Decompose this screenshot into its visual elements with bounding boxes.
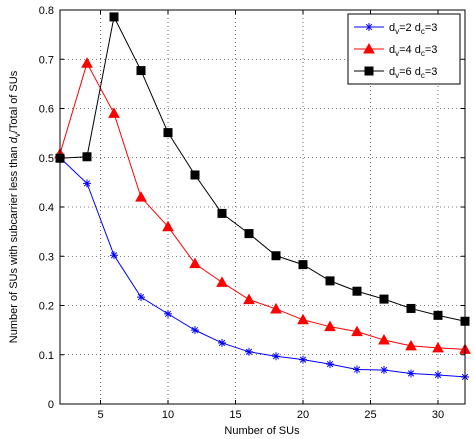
legend-entry-2: dv=4 dc=3 [354, 42, 437, 58]
data-point-triangle [216, 276, 228, 287]
data-point-star [83, 179, 91, 188]
data-point-square [190, 170, 200, 180]
x-tick-label: 15 [229, 409, 241, 421]
x-tick-label: 5 [97, 409, 103, 421]
data-point-square [109, 12, 119, 22]
data-point-square [364, 66, 374, 76]
data-point-triangle [270, 302, 282, 314]
data-point-star [380, 366, 388, 375]
data-point-star [407, 369, 415, 378]
data-point-triangle [378, 333, 390, 345]
x-tick-label: 20 [297, 409, 309, 421]
data-point-triangle [351, 325, 363, 337]
data-point-star [353, 365, 361, 374]
y-tick-label: 0.1 [39, 350, 54, 362]
data-point-triangle [81, 57, 93, 68]
legend-label: dv=4 dc=3 [389, 44, 437, 58]
data-point-star [191, 326, 199, 335]
star-stroke [353, 366, 361, 373]
data-point-triangle [243, 293, 255, 305]
y-tick-label: 0.5 [39, 153, 54, 165]
star-stroke [407, 370, 415, 377]
data-point-triangle [189, 257, 201, 269]
data-point-square [163, 128, 173, 138]
star-stroke [110, 252, 118, 259]
series-line-2 [59, 61, 466, 350]
legend-label: dv=6 dc=3 [389, 66, 437, 80]
data-point-square [136, 66, 146, 76]
data-point-square [217, 208, 227, 218]
star-stroke [380, 366, 388, 374]
data-point-star [365, 23, 373, 31]
data-point-square [379, 294, 389, 304]
data-point-square [271, 251, 281, 261]
data-point-triangle [108, 107, 120, 118]
star-stroke [434, 371, 442, 379]
ticks: 5 10 15 20 25 30 0 0.1 0.2 0.3 0.4 0.5 0.6 0.7 0.8 [39, 5, 465, 421]
star-stroke [137, 293, 145, 301]
data-point-triangle [405, 339, 417, 351]
y-tick-label: 0.4 [39, 202, 54, 214]
data-point-triangle [135, 191, 147, 202]
data-point-star [326, 360, 334, 369]
data-point-star [218, 338, 226, 347]
series-line-3 [59, 15, 466, 322]
star-stroke [245, 348, 253, 355]
star-stroke [272, 353, 280, 360]
data-point-star [434, 370, 442, 379]
data-point-triangle [162, 220, 174, 232]
data-point-star [272, 352, 280, 361]
y-tick-label: 0 [48, 399, 54, 411]
star-stroke [191, 326, 199, 334]
x-tick-label: 10 [162, 409, 174, 421]
star-stroke [365, 23, 373, 31]
legend: dv=2 dc=3 dv=4 dc=3 dv=6 dc=3 [347, 13, 461, 85]
legend-label: dv=2 dc=3 [389, 22, 437, 36]
data-point-triangle [432, 341, 444, 353]
data-point-triangle [324, 320, 336, 332]
x-tick-label: 30 [432, 409, 444, 421]
data-point-square [298, 260, 308, 270]
data-point-star [245, 347, 253, 356]
y-tick-label: 0.7 [39, 54, 54, 66]
data-point-star [299, 355, 307, 364]
y-tick-label: 0.8 [39, 5, 54, 17]
data-point-triangle [363, 42, 375, 54]
data-point-square [352, 286, 362, 296]
x-tick-label: 25 [364, 409, 376, 421]
data-point-square [325, 276, 335, 286]
x-axis-label: Number of SUs [224, 425, 300, 437]
y-tick-label: 0.6 [39, 104, 54, 116]
grid [60, 9, 465, 405]
data-point-star [137, 293, 145, 302]
data-point-star [164, 309, 172, 318]
data-point-square [406, 303, 416, 313]
data-point-square [82, 152, 92, 162]
star-stroke [83, 180, 91, 187]
data-point-star [110, 251, 118, 260]
legend-entry-3: dv=6 dc=3 [354, 66, 437, 80]
data-point-square [433, 310, 443, 320]
star-stroke [299, 356, 307, 363]
star-stroke [218, 339, 226, 347]
star-stroke [326, 360, 334, 368]
data-point-triangle [297, 313, 309, 325]
y-tick-label: 0.3 [39, 251, 54, 263]
y-tick-label: 0.2 [39, 301, 54, 313]
legend-entry-1: dv=2 dc=3 [354, 22, 437, 36]
y-axis-label: Number of SUs with subcarrier less than … [8, 70, 22, 343]
data-point-square [244, 229, 254, 239]
series-line-1 [59, 157, 466, 378]
star-stroke [164, 310, 172, 318]
